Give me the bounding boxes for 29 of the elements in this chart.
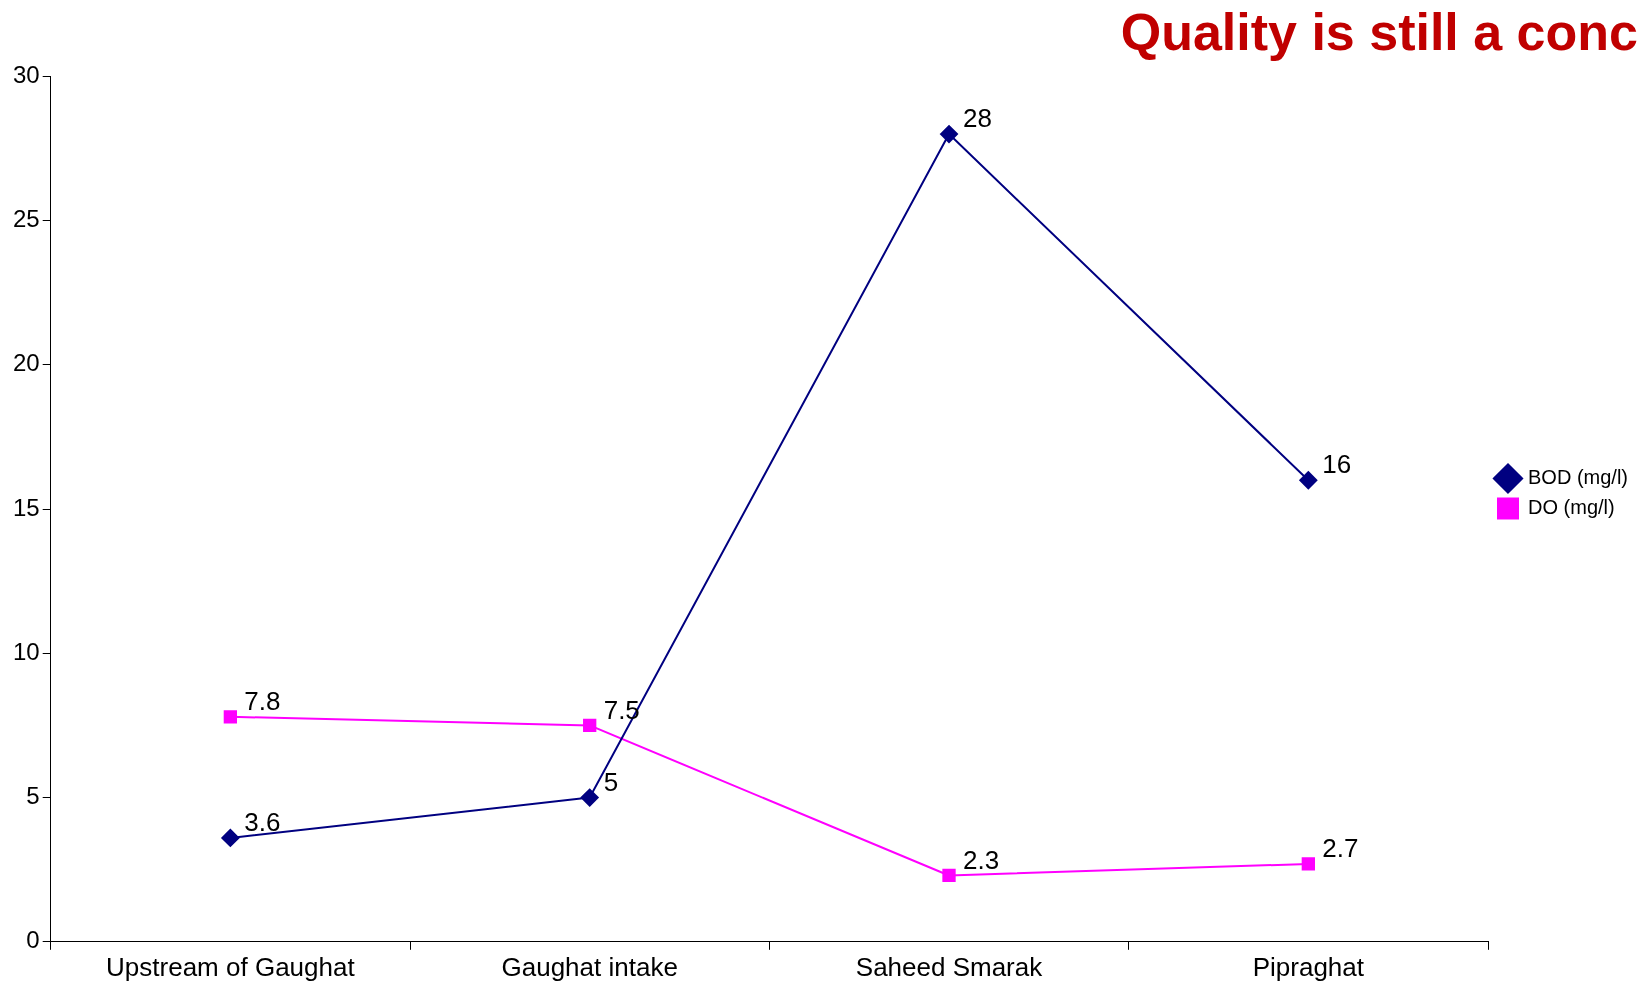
- y-tick-label: 15: [12, 493, 40, 521]
- x-tick-label: Gaughat intake: [501, 951, 678, 982]
- point: [221, 828, 240, 847]
- point: [942, 868, 956, 883]
- y-tick-label: 20: [12, 349, 40, 377]
- legend-label: BOD (mg/l): [1528, 466, 1628, 489]
- y-tick-label: 0: [26, 926, 40, 954]
- point: [1301, 857, 1315, 871]
- data-label: 2.7: [1322, 833, 1359, 864]
- y-tick-label: 5: [26, 782, 40, 810]
- data-label: 16: [1322, 449, 1352, 480]
- point: [1299, 471, 1318, 490]
- x-tick-label: Pipraghat: [1252, 951, 1365, 982]
- data-label: 5: [603, 766, 619, 797]
- y-tick-label: 30: [12, 61, 40, 89]
- chart-title: Quality is still a conc: [1120, 2, 1638, 61]
- point: [940, 125, 959, 144]
- y-tick-label: 10: [12, 637, 40, 665]
- x-tick-label: Saheed Smarak: [855, 951, 1044, 982]
- data-label: 28: [963, 103, 992, 134]
- y-tick-label: 25: [12, 205, 40, 233]
- x-tick-label: Upstream of Gaughat: [106, 951, 356, 982]
- data-label: 2.3: [963, 844, 1000, 875]
- data-label: 7.8: [244, 685, 281, 716]
- legend-label: DO (mg/l): [1528, 496, 1615, 519]
- point: [580, 788, 599, 807]
- point: [223, 710, 238, 724]
- point: [583, 718, 597, 733]
- data-label: 3.6: [244, 807, 281, 838]
